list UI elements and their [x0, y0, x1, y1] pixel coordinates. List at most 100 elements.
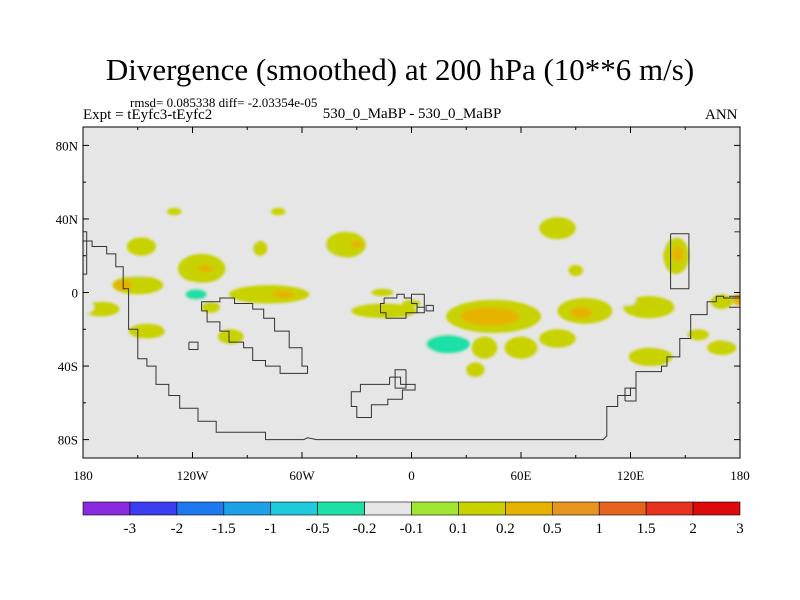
colorbar-swatch-11	[598, 501, 647, 516]
field-anomaly-59	[466, 362, 485, 378]
field-anomaly-56	[426, 334, 470, 354]
field-anomaly-33	[229, 285, 310, 304]
field-anomaly-52	[192, 316, 211, 324]
field-anomaly-17	[531, 250, 558, 273]
field-anomaly-2	[270, 207, 286, 216]
field-anomaly-7	[225, 233, 259, 256]
colorbar-swatch-5	[317, 501, 365, 516]
field-anomaly-23	[672, 246, 684, 262]
field-anomaly-24	[679, 272, 702, 284]
field-anomaly-10	[289, 268, 308, 280]
x-tick-label: 120E	[617, 468, 645, 483]
field-anomaly-64	[628, 347, 673, 367]
colorbar-label: 0.5	[543, 521, 562, 537]
field-anomaly-63	[723, 329, 739, 344]
field-anomaly-1	[216, 207, 242, 216]
field-anomaly-13	[351, 241, 363, 249]
colorbar-swatch-10	[551, 501, 600, 516]
field-anomaly-20	[588, 241, 626, 260]
coastline-12	[624, 387, 637, 402]
colorbar-swatch-0	[82, 501, 131, 516]
colorbar-label: 1	[595, 521, 603, 537]
colorbar-label: 2	[689, 521, 697, 537]
x-tick-label: 60W	[289, 468, 315, 483]
y-tick-label: 80S	[58, 433, 78, 448]
x-tick-label: 0	[408, 468, 415, 483]
stats-text: rmsd= 0.085338 diff= -2.03354e-05	[130, 95, 318, 110]
field-anomaly-25	[719, 239, 739, 254]
colorbar-label: 1.5	[637, 521, 656, 537]
field-anomaly-60	[539, 329, 576, 348]
field-anomaly-14	[395, 252, 410, 264]
colorbar-swatch-3	[223, 501, 272, 516]
x-tick-label: 60E	[511, 468, 532, 483]
field-anomaly-57	[471, 336, 498, 359]
field-anomaly-36	[351, 303, 417, 319]
field-anomaly-58	[504, 336, 538, 359]
coastline-8	[670, 233, 690, 290]
field-anomaly-3	[126, 237, 156, 256]
x-tick-label: 180	[730, 468, 750, 483]
field-anomaly-50	[128, 323, 166, 339]
field-anomaly-29	[83, 281, 111, 300]
colorbar-swatch-4	[270, 501, 318, 516]
colorbar-label: -1	[264, 521, 277, 537]
y-tick-label: 40N	[56, 212, 79, 227]
colorbar-label: -0.2	[353, 521, 377, 537]
colorbar-swatch-13	[692, 501, 741, 516]
field-anomaly-16	[500, 268, 520, 280]
field-anomaly-48	[83, 301, 94, 313]
season-label: ANN	[705, 107, 738, 123]
chart-title: Divergence (smoothed) at 200 hPa (10**6 …	[105, 52, 695, 87]
coastline-4	[394, 369, 407, 389]
y-tick-label: 0	[72, 286, 79, 301]
colorbar-swatch-7	[411, 501, 459, 516]
field-anomaly-65	[707, 340, 737, 356]
coastline-10	[83, 231, 88, 275]
colorbar-swatch-12	[645, 501, 694, 516]
coastline-11	[729, 295, 740, 308]
field-anomaly-31	[185, 288, 208, 300]
experiment-label: Expt = tEyfc3-tEyfc2	[83, 107, 213, 123]
field-anomaly-40	[460, 307, 520, 326]
colorbar-swatch-9	[505, 501, 553, 516]
field-anomaly-0	[166, 207, 182, 216]
colorbar-label: -0.5	[306, 521, 330, 537]
x-tick-label: 120W	[177, 468, 210, 483]
coastline-0	[83, 240, 740, 441]
y-tick-label: 80N	[56, 138, 79, 153]
colorbar-label: 0.1	[449, 521, 468, 537]
field-anomaly-35	[371, 288, 394, 297]
field-anomaly-49	[83, 323, 102, 335]
colorbar-swatch-8	[458, 501, 506, 516]
coastline-6	[411, 293, 425, 314]
field-anomaly-9	[270, 248, 297, 267]
field-anomaly-62	[687, 329, 709, 341]
colorbar-label: 3	[736, 521, 744, 537]
colorbar-label: 0.2	[496, 521, 515, 537]
x-tick-label: 180	[73, 468, 93, 483]
field-anomaly-6	[197, 264, 213, 273]
colorbar-swatch-6	[364, 501, 412, 516]
coastline-1	[201, 297, 308, 374]
colorbar-label: -1.5	[212, 521, 236, 537]
field-anomaly-42	[570, 307, 593, 319]
coastline-7	[425, 304, 434, 312]
field-anomaly-43	[623, 296, 675, 319]
field-anomaly-18	[568, 264, 584, 276]
field-anomaly-53	[218, 329, 244, 344]
field-anomaly-61	[641, 325, 693, 348]
field-anomaly-12	[325, 231, 366, 258]
field-anomaly-8	[252, 241, 268, 256]
field-anomaly-44	[617, 294, 636, 306]
cases-label: 530_0_MaBP - 530_0_MaBP	[322, 106, 502, 122]
colorbar-swatch-1	[129, 501, 178, 516]
field-anomaly-19	[539, 217, 576, 240]
field-anomaly-51	[165, 318, 202, 337]
colorbar-label: -3	[124, 521, 137, 537]
field-anomaly-26	[725, 275, 740, 291]
colorbar-label: -0.1	[400, 521, 424, 537]
colorbar-swatch-2	[176, 501, 225, 516]
field-anomaly-34	[272, 290, 295, 299]
